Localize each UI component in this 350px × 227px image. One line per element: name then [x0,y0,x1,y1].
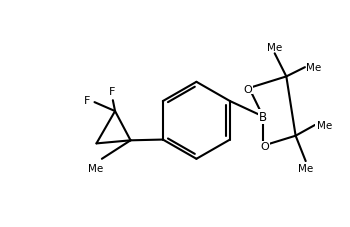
Text: Me: Me [307,63,322,73]
Text: Me: Me [88,163,103,173]
Text: F: F [109,86,115,96]
Text: Me: Me [267,43,282,52]
Text: Me: Me [298,163,313,173]
Text: B: B [259,111,267,123]
Text: O: O [243,84,252,94]
Text: O: O [260,142,269,152]
Text: F: F [84,96,90,106]
Text: Me: Me [316,120,332,130]
